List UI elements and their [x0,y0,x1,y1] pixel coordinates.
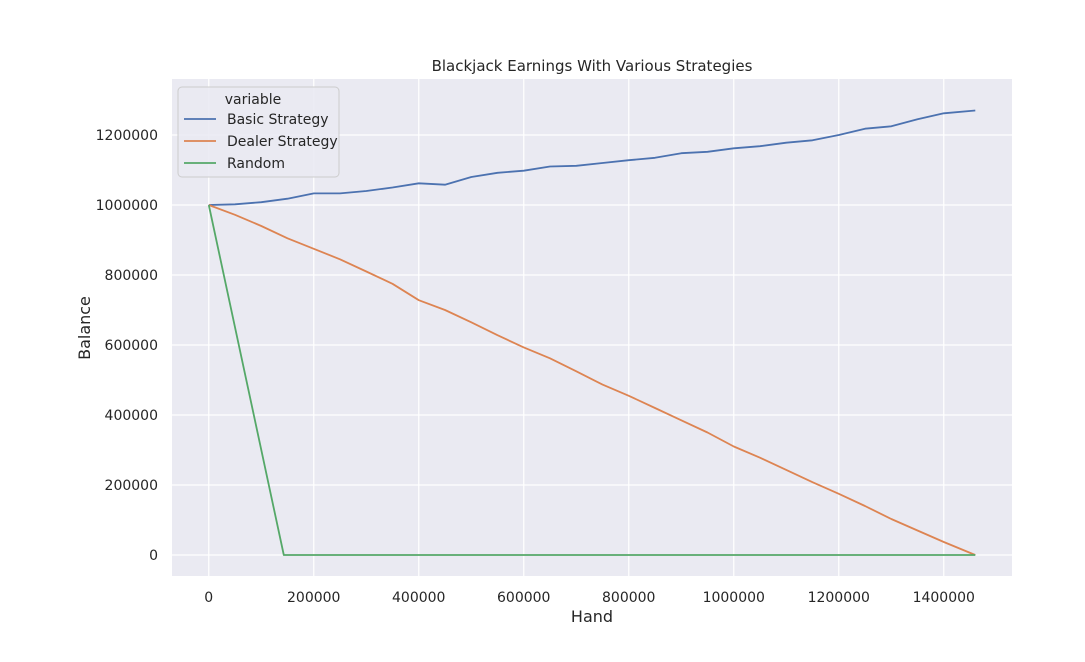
legend-title: variable [225,92,281,108]
series-line-random [207,204,976,556]
y-tick-label: 1000000 [96,198,158,214]
series-lines [207,109,976,556]
y-tick-label: 800000 [105,268,158,284]
x-tick-label: 200000 [287,590,340,606]
y-tick-label: 400000 [105,408,158,424]
x-tick-label: 1200000 [808,590,870,606]
x-tick-label: 1000000 [703,590,765,606]
x-tick-labels: 0 200000 400000 600000 800000 1000000 1200000 1… [204,590,975,606]
series-line-dealer-strategy [208,204,976,556]
x-tick-label: 800000 [602,590,655,606]
x-axis-title: Hand [571,607,613,626]
legend: variable Basic Strategy Dealer Strategy Ra… [177,86,340,178]
y-axis-title: Balance [75,296,94,360]
y-tick-label: 1200000 [96,128,158,144]
y-tick-labels: 0 200000 400000 600000 800000 1000000 1200000 [96,128,158,564]
series-line-basic-strategy [208,109,976,206]
legend-label: Dealer Strategy [227,134,338,150]
legend-label: Random [227,156,285,172]
y-tick-label: 0 [149,548,158,564]
legend-items: Basic Strategy Dealer Strategy Random [184,112,338,172]
x-tick-label: 0 [204,590,213,606]
legend-box [177,86,340,178]
x-tick-label: 600000 [497,590,550,606]
legend-label: Basic Strategy [227,112,329,128]
chart-title: Blackjack Earnings With Various Strategi… [432,57,753,75]
y-tick-label: 200000 [105,478,158,494]
x-tick-label: 400000 [392,590,445,606]
y-tick-label: 600000 [105,338,158,354]
x-tick-label: 1400000 [913,590,975,606]
